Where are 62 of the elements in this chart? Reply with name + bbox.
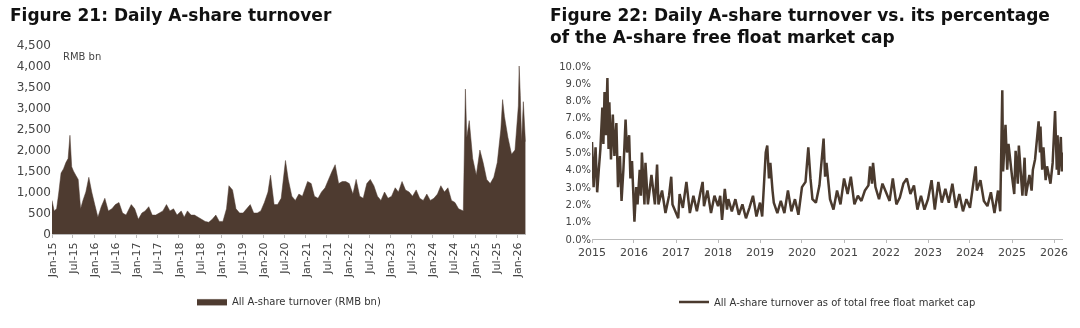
x-tick-label: Jul-18 — [193, 242, 207, 275]
y-tick-label: 8.0% — [565, 95, 591, 107]
y-axis-title: RMB bn — [63, 51, 102, 62]
x-tick-label: Jul-20 — [278, 242, 292, 275]
legend-label: All A-share turnover as of total free float market cap — [714, 296, 976, 308]
x-tick-label: 2019 — [746, 246, 774, 260]
legend-label: All A-share turnover (RMB bn) — [232, 296, 381, 308]
x-tick-label: Jan-23 — [384, 242, 398, 279]
x-tick-label: 2023 — [914, 246, 942, 260]
y-tick-label: 1,000 — [16, 185, 51, 200]
x-tick-label: Jan-16 — [87, 242, 101, 279]
y-tick-label: 2,000 — [16, 143, 51, 158]
x-tick-label: Jan-20 — [257, 242, 271, 279]
x-tick-label: 2016 — [619, 246, 648, 260]
x-tick-label: Jul-24 — [447, 242, 461, 275]
y-tick-label: 1,500 — [16, 164, 51, 179]
x-tick-label: 2026 — [1040, 246, 1069, 260]
y-tick-label: 3.0% — [565, 181, 591, 193]
y-tick-label: 6.0% — [565, 129, 591, 141]
x-tick-label: Jan-25 — [468, 242, 482, 279]
x-tick-label: Jul-16 — [108, 242, 122, 275]
x-tick-label: Jul-19 — [235, 242, 249, 275]
y-tick-label: 9.0% — [565, 77, 591, 89]
line-series — [592, 76, 1063, 223]
x-tick-label: 2025 — [998, 246, 1027, 260]
x-tick-label: Jul-22 — [362, 242, 376, 275]
x-tick-label: 2021 — [830, 246, 859, 260]
y-tick-label: 5.0% — [565, 147, 591, 158]
chart-title: Figure 21: Daily A-share turnover — [9, 4, 333, 26]
chart-title: Figure 22: Daily A-share turnover vs. its percentage of the A-share free float market cap — [549, 4, 1051, 48]
y-tick-label: 7.0% — [565, 112, 591, 124]
y-tick-label: 0 — [43, 227, 51, 242]
x-tick-label: Jan-17 — [130, 242, 144, 279]
x-tick-label: 2022 — [872, 246, 901, 260]
x-tick-label: 2020 — [787, 246, 816, 260]
y-tick-label: 500 — [28, 206, 51, 221]
x-tick-label: Jan-26 — [511, 242, 525, 279]
x-tick-label: Jan-18 — [172, 242, 186, 279]
x-tick-label: Jan-24 — [426, 242, 440, 279]
x-tick-label: 2024 — [955, 246, 984, 260]
y-tick-label: 0.0% — [565, 233, 591, 245]
x-tick-label: 2018 — [704, 246, 733, 260]
y-tick-label: 3,000 — [16, 101, 51, 116]
y-tick-label: 4,000 — [16, 59, 51, 74]
y-tick-label: 1.0% — [565, 216, 591, 228]
y-tick-label: 4,500 — [16, 38, 51, 53]
x-tick-label: 2015 — [578, 246, 606, 260]
x-tick-label: Jul-23 — [405, 242, 419, 275]
y-tick-label: 2,500 — [16, 122, 51, 137]
x-tick-label: Jul-15 — [66, 242, 80, 275]
x-tick-label: Jul-25 — [489, 242, 503, 275]
x-tick-label: Jul-21 — [320, 242, 334, 275]
x-tick-label: Jul-17 — [151, 242, 165, 275]
x-tick-label: 2017 — [662, 246, 691, 260]
y-tick-label: 2.0% — [565, 198, 591, 210]
y-tick-label: 4.0% — [565, 164, 591, 176]
y-tick-label: 3,500 — [16, 80, 51, 95]
x-tick-label: Jan-15 — [45, 242, 59, 279]
x-tick-label: Jan-22 — [341, 242, 355, 279]
x-tick-label: Jan-19 — [214, 242, 228, 279]
y-tick-label: 10.0% — [559, 60, 591, 72]
x-tick-label: Jan-21 — [299, 242, 313, 279]
